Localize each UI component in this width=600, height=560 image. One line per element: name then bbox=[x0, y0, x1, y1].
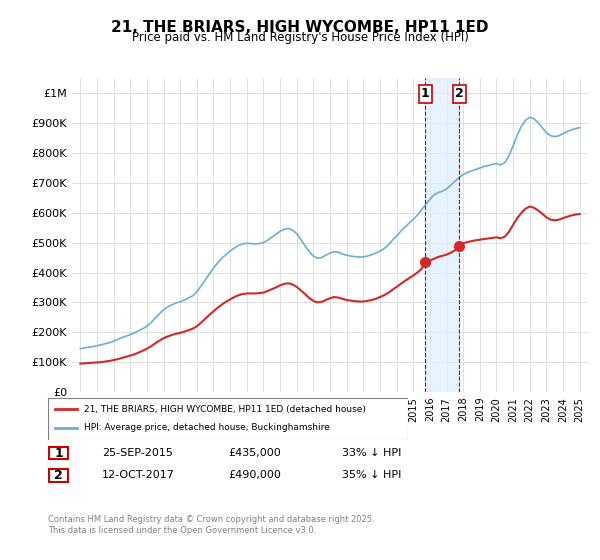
Text: 35% ↓ HPI: 35% ↓ HPI bbox=[342, 470, 401, 480]
FancyBboxPatch shape bbox=[49, 447, 68, 459]
Text: Price paid vs. HM Land Registry's House Price Index (HPI): Price paid vs. HM Land Registry's House … bbox=[131, 31, 469, 44]
Text: HPI: Average price, detached house, Buckinghamshire: HPI: Average price, detached house, Buck… bbox=[84, 423, 330, 432]
FancyBboxPatch shape bbox=[48, 398, 408, 440]
Text: £435,000: £435,000 bbox=[228, 448, 281, 458]
Text: 2: 2 bbox=[54, 469, 63, 482]
Text: 2: 2 bbox=[455, 87, 464, 100]
FancyBboxPatch shape bbox=[49, 469, 68, 482]
Text: 1: 1 bbox=[421, 87, 430, 100]
Text: Contains HM Land Registry data © Crown copyright and database right 2025.
This d: Contains HM Land Registry data © Crown c… bbox=[48, 515, 374, 535]
Text: 25-SEP-2015: 25-SEP-2015 bbox=[102, 448, 173, 458]
Text: 21, THE BRIARS, HIGH WYCOMBE, HP11 1ED (detached house): 21, THE BRIARS, HIGH WYCOMBE, HP11 1ED (… bbox=[84, 405, 366, 414]
Text: 33% ↓ HPI: 33% ↓ HPI bbox=[342, 448, 401, 458]
Text: 21, THE BRIARS, HIGH WYCOMBE, HP11 1ED: 21, THE BRIARS, HIGH WYCOMBE, HP11 1ED bbox=[111, 20, 489, 35]
Text: 1: 1 bbox=[54, 446, 63, 460]
Bar bbox=[425, 78, 460, 392]
Text: £490,000: £490,000 bbox=[228, 470, 281, 480]
Text: 12-OCT-2017: 12-OCT-2017 bbox=[102, 470, 175, 480]
